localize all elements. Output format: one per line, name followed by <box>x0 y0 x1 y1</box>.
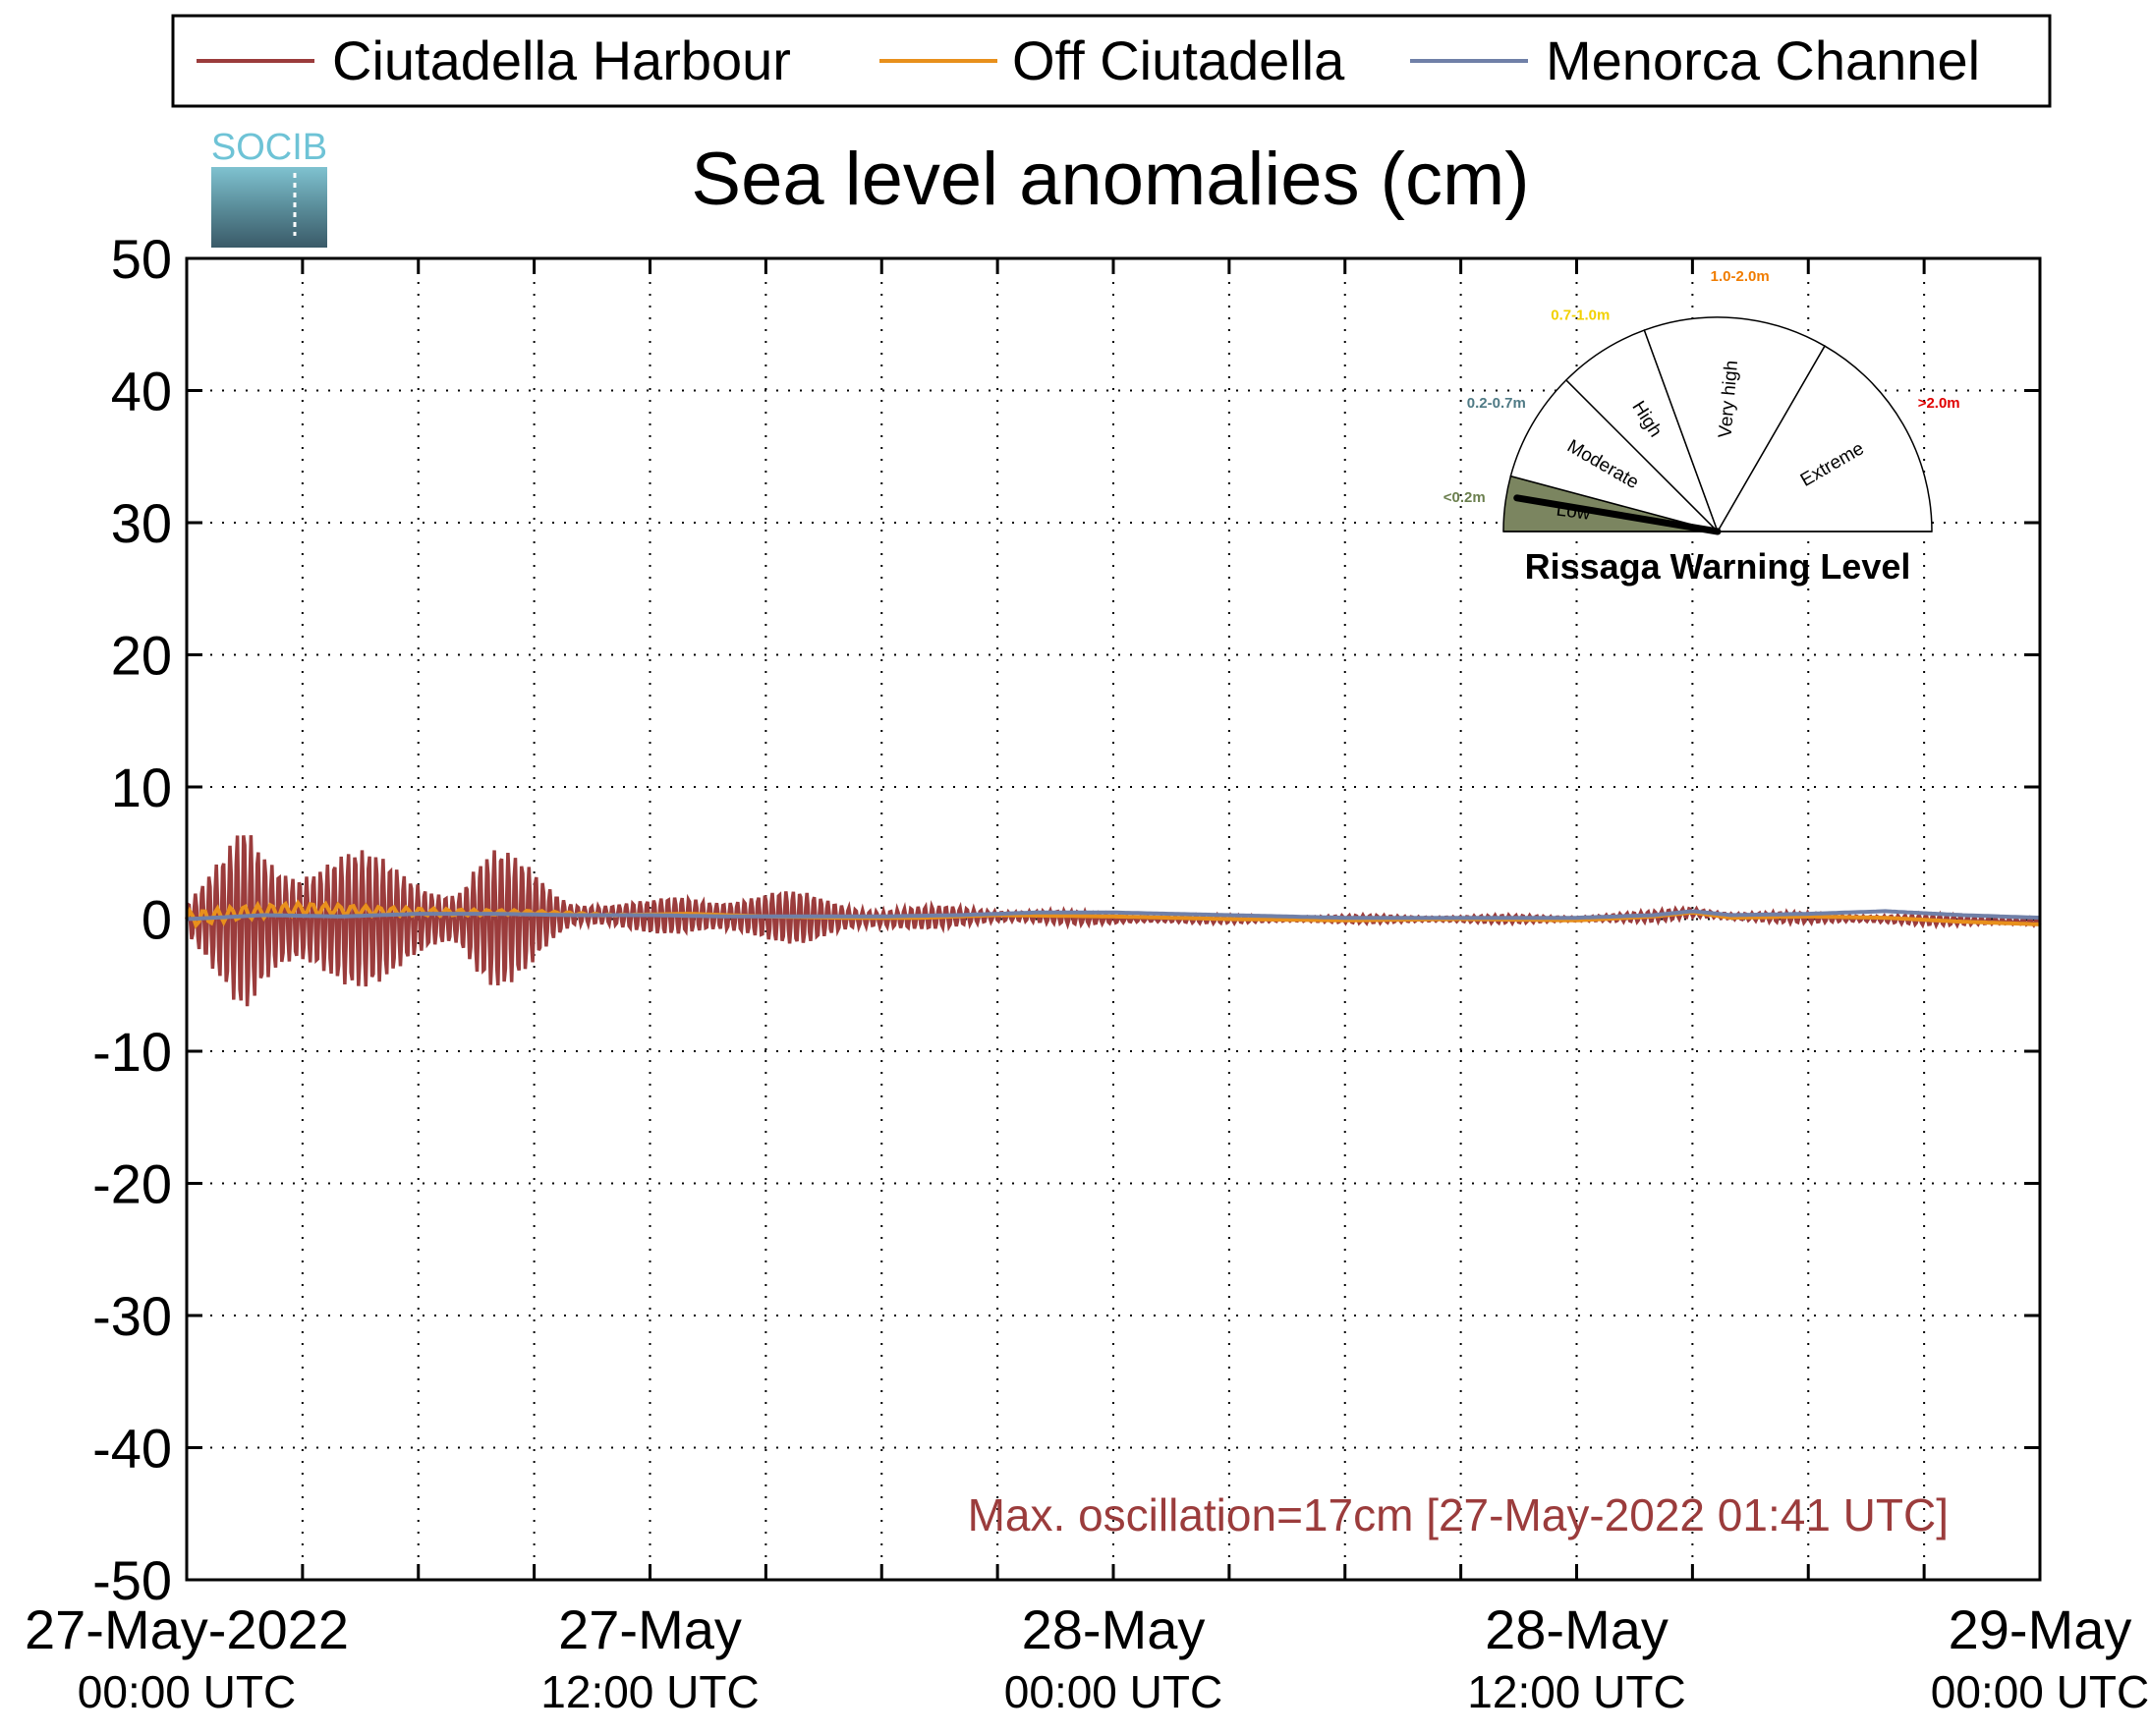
legend-label-menorca-channel: Menorca Channel <box>1546 29 1980 91</box>
x-tick-label-date: 28-May <box>1485 1598 1669 1660</box>
gauge-sector-moderate <box>1509 378 1721 533</box>
y-tick-label: -20 <box>92 1153 172 1215</box>
x-tick-label-date: 27-May-2022 <box>25 1598 349 1660</box>
x-tick-label-time: 00:00 UTC <box>1004 1666 1222 1717</box>
x-tick-label-date: 28-May <box>1022 1598 1206 1660</box>
legend: Ciutadella Harbour Off Ciutadella Menorc… <box>171 14 2052 108</box>
series-line-menorca-channel <box>186 909 2041 922</box>
y-tick-label: -30 <box>92 1285 172 1347</box>
y-tick-label: 10 <box>111 756 172 818</box>
x-tick-label-time: 00:00 UTC <box>1931 1666 2149 1717</box>
gauge-range-low: <0.2m <box>1443 489 1486 506</box>
gauge-title: Rissaga Warning Level <box>1525 546 1911 587</box>
y-tick-label: 0 <box>141 889 172 951</box>
gauge-range-moderate: 0.2-0.7m <box>1467 395 1526 412</box>
x-axis-labels: 27-May-2022 00:00 UTC 27-May 12:00 UTC 28-Ma… <box>25 1598 2149 1717</box>
socib-logo: SOCIB <box>211 127 327 248</box>
chart-title: Sea level anomalies (cm) <box>691 138 1529 221</box>
gauge-range-very-high: 1.0-2.0m <box>1711 268 1770 285</box>
y-tick-label: -40 <box>92 1418 172 1480</box>
data-series <box>185 835 2042 1007</box>
y-tick-label: 40 <box>111 361 172 422</box>
y-tick-label: 30 <box>111 492 172 554</box>
legend-label-off-ciutadella: Off Ciutadella <box>1012 29 1345 91</box>
legend-frame <box>171 14 2052 108</box>
gauge-range-extreme: >2.0m <box>1918 395 1960 412</box>
y-tick-label: 50 <box>111 228 172 290</box>
logo-text: SOCIB <box>211 127 327 168</box>
x-tick-label-date: 29-May <box>1949 1598 2132 1660</box>
x-tick-label-time: 12:00 UTC <box>540 1666 759 1717</box>
gauge-needle <box>1513 494 1722 535</box>
gauge-sector-very-high <box>1643 316 1827 533</box>
max-oscillation-annotation: Max. oscillation=17cm [27-May-2022 01:41… <box>968 1489 1949 1540</box>
y-tick-label: 20 <box>111 625 172 687</box>
y-axis-labels: 50 40 30 20 10 0 -10 -20 -30 -40 -50 <box>92 228 172 1611</box>
y-tick-label: -50 <box>92 1549 172 1611</box>
gauge-range-high: 0.7-1.0m <box>1551 308 1610 324</box>
x-tick-label-time: 00:00 UTC <box>78 1666 296 1717</box>
x-tick-label-time: 12:00 UTC <box>1467 1666 1685 1717</box>
gauge-sector-extreme <box>1716 345 1933 532</box>
plot-frame <box>185 256 2042 1582</box>
x-tick-label-date: 27-May <box>558 1598 742 1660</box>
y-tick-label: -10 <box>92 1021 172 1083</box>
legend-label-ciutadella-harbour: Ciutadella Harbour <box>332 29 791 91</box>
